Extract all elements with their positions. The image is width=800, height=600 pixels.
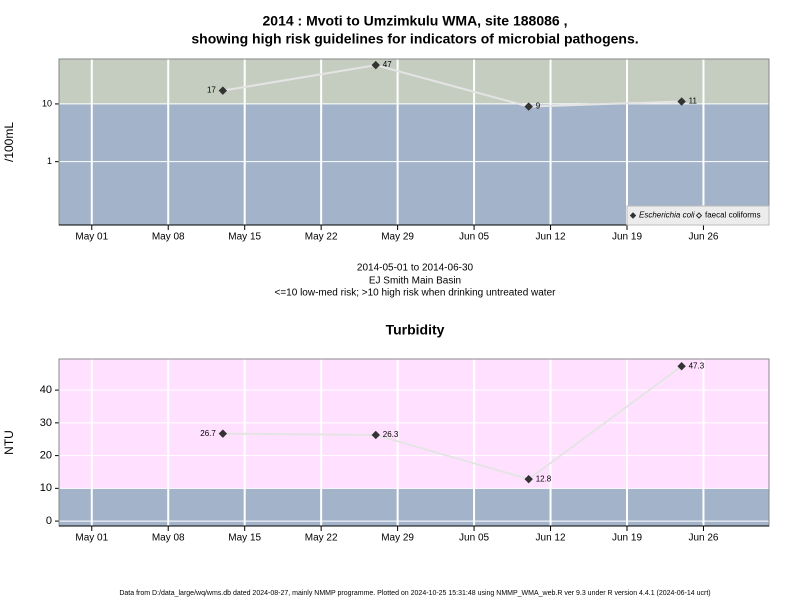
chart-title: Turbidity <box>386 322 445 338</box>
series-line <box>222 64 682 108</box>
data-point <box>677 361 686 371</box>
note: <=10 low-med risk; >10 high risk when dr… <box>275 288 557 299</box>
x-tick-label: May 29 <box>381 232 414 243</box>
data-label: 47.3 <box>689 361 705 370</box>
x-tick-label: Jun 19 <box>612 533 642 544</box>
low-risk-region <box>59 103 769 225</box>
legend-label: faecal coliforms <box>705 211 761 220</box>
data-point <box>371 430 380 440</box>
y-tick-label: 40 <box>40 384 52 396</box>
x-tick-label: Jun 26 <box>688 533 718 544</box>
data-point <box>218 86 228 95</box>
data-label: 17 <box>207 86 216 95</box>
data-label: 11 <box>689 97 698 106</box>
x-tick-label: Jun 05 <box>459 533 489 544</box>
legend-box <box>626 205 770 226</box>
y-tick-label: 10 <box>42 98 52 108</box>
series-line <box>222 365 683 481</box>
high-risk-region <box>59 59 769 104</box>
x-tick-label: May 01 <box>75 232 108 243</box>
x-tick-label: May 15 <box>228 232 261 243</box>
y-tick-label: 30 <box>40 417 52 429</box>
data-label: 47 <box>383 60 392 69</box>
y-tick-label: 20 <box>40 450 52 462</box>
x-tick-label: May 08 <box>152 533 185 544</box>
x-tick-label: Jun 26 <box>688 232 718 243</box>
note: 2014-05-01 to 2014-06-30 <box>357 263 474 274</box>
x-tick-label: May 01 <box>75 533 108 544</box>
y-tick-label: 0 <box>46 515 52 527</box>
legend-marker <box>629 212 637 219</box>
chart-title: 2014 : Mvoti to Umzimkulu WMA, site 1880… <box>263 13 568 29</box>
data-label: 9 <box>536 102 541 111</box>
data-point <box>524 474 533 484</box>
x-tick-label: Jun 19 <box>612 232 642 243</box>
note: EJ Smith Main Basin <box>369 276 461 287</box>
x-tick-label: May 29 <box>381 533 414 544</box>
footer: Data from D:/data_large/wq/wms.db dated … <box>119 590 710 597</box>
y-tick-label: 1 <box>47 156 52 166</box>
data-label: 12.8 <box>536 474 552 483</box>
data-point <box>677 97 686 106</box>
y-tick-label: 10 <box>40 482 52 494</box>
x-tick-label: May 22 <box>305 533 338 544</box>
x-tick-label: Jun 12 <box>536 232 566 243</box>
legend-marker <box>695 212 703 219</box>
y-axis-label: /100mL <box>2 122 16 162</box>
data-label: 26.3 <box>383 430 399 439</box>
x-tick-label: May 22 <box>305 232 338 243</box>
x-tick-label: Jun 05 <box>459 232 489 243</box>
chart-title: showing high risk guidelines for indicat… <box>191 31 638 47</box>
y-axis-label: NTU <box>2 430 16 455</box>
low-risk-region <box>59 488 769 526</box>
data-label: 26.7 <box>200 429 216 438</box>
x-tick-label: May 08 <box>152 232 185 243</box>
x-tick-label: May 15 <box>228 533 261 544</box>
high-risk-region <box>59 359 769 489</box>
data-point <box>524 102 533 111</box>
data-point <box>371 60 380 70</box>
data-point <box>218 429 228 438</box>
legend-label: Escherichia coli <box>639 211 695 220</box>
x-tick-label: Jun 12 <box>536 533 566 544</box>
